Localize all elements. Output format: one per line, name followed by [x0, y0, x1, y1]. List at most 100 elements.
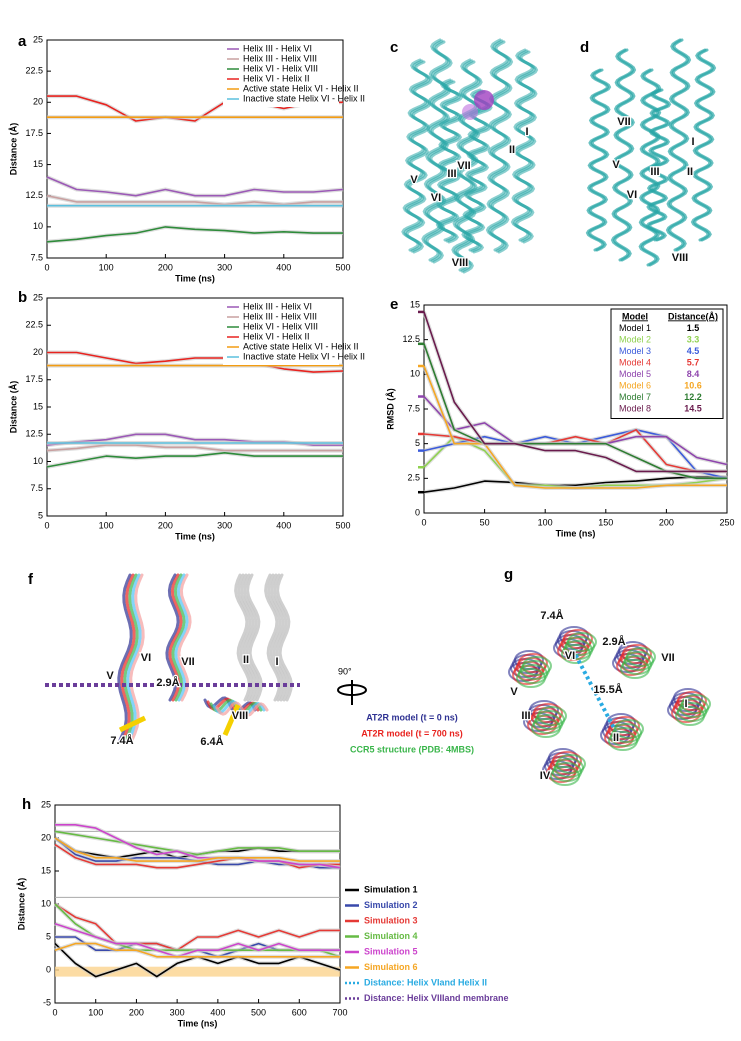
- structure-label: VII: [181, 656, 194, 668]
- x-axis-label: Time (ns): [175, 273, 215, 283]
- helix-ribbon: [489, 40, 514, 254]
- x-axis-label: Time (ns): [556, 528, 596, 538]
- helix-ribbon: [587, 68, 612, 252]
- helix-ribbon: [465, 90, 493, 254]
- legend-label: Helix III - Helix VIII: [243, 311, 317, 321]
- table-model: Model 4: [619, 357, 651, 367]
- panel-letter: d: [580, 39, 589, 56]
- series-line: [423, 343, 727, 480]
- legend-label: Simulation 1: [364, 884, 418, 894]
- y-tick-label: 20: [33, 97, 43, 107]
- helix-ring: [518, 653, 548, 673]
- series-line: [54, 903, 340, 951]
- structure-label: III: [650, 166, 659, 178]
- helix-ring: [626, 647, 656, 667]
- y-tick-label: 12.5: [25, 190, 43, 200]
- table-box: [610, 308, 724, 419]
- y-tick-label: 17.5: [25, 374, 43, 384]
- helix-ribbon: [439, 80, 464, 244]
- x-tick-label: 100: [99, 520, 114, 530]
- structure-label: 7.4Å: [110, 734, 133, 747]
- x-tick-label: 700: [332, 1007, 347, 1017]
- y-tick-label: 22.5: [25, 66, 43, 76]
- y-tick-label: 15: [41, 865, 51, 875]
- structure-label: VII: [661, 652, 674, 664]
- structure-label: VIII: [232, 710, 249, 722]
- panel-letter: e: [390, 296, 398, 313]
- panel-letter: f: [28, 571, 34, 588]
- series-line: [47, 351, 344, 373]
- table-model: Model 1: [619, 323, 651, 333]
- y-tick-label: 25: [33, 292, 43, 302]
- table-model: Model 5: [619, 369, 651, 379]
- structure-label: VIII: [452, 257, 469, 269]
- panel-letter: c: [390, 39, 398, 56]
- helix-ribbon: [692, 48, 717, 242]
- series-line: [46, 444, 343, 452]
- structure-label: I: [525, 126, 528, 138]
- legend-label: Helix III - Helix VIII: [243, 53, 317, 63]
- table-header: Model: [622, 311, 648, 321]
- helix-ring: [681, 694, 711, 714]
- structure-label: III: [447, 168, 456, 180]
- structure-label: II: [243, 654, 249, 666]
- table-header: Distance(Å): [668, 311, 718, 321]
- legend-label: Distance: Helix VIIIand membrane: [364, 993, 509, 1003]
- y-tick-label: 15: [33, 401, 43, 411]
- structure-label: VI: [141, 652, 151, 664]
- series-line: [423, 429, 727, 473]
- table-distance: 14.5: [684, 403, 702, 413]
- structure-label: III: [521, 710, 530, 722]
- x-tick-label: 200: [158, 520, 173, 530]
- series-line: [54, 843, 340, 869]
- legend-label: Helix VI - Helix II: [243, 73, 310, 83]
- y-tick-label: 25: [41, 799, 51, 809]
- y-tick-label: 15: [410, 299, 420, 309]
- helix-ribbon: [405, 60, 433, 254]
- helix-ribbon: [237, 573, 254, 702]
- structure-drawings: [45, 38, 717, 786]
- structure-legend: CCR5 structure (PDB: 4MBS): [350, 744, 474, 754]
- y-tick-label: 0: [415, 507, 420, 517]
- legend-label: Simulation 5: [364, 946, 418, 956]
- y-tick-label: 0: [46, 964, 51, 974]
- helix-ribbon: [177, 573, 192, 702]
- legend-label: Helix VI - Helix VIII: [243, 63, 318, 73]
- helix-ribbon: [612, 48, 637, 262]
- structure-label: VI: [431, 192, 441, 204]
- y-tick-label: 22.5: [25, 320, 43, 330]
- structure-legend: AT2R model (t = 0 ns): [366, 712, 458, 722]
- arrow: [222, 704, 241, 736]
- x-axis-label: Time (ns): [175, 531, 215, 541]
- helix-ribbon: [667, 38, 692, 252]
- y-tick-label: 17.5: [25, 128, 43, 138]
- table-distance: 12.2: [684, 392, 702, 402]
- x-tick-label: 100: [88, 1007, 103, 1017]
- helix-ribbon: [267, 573, 284, 702]
- legend-label: Simulation 6: [364, 962, 418, 972]
- helix-ring: [533, 703, 563, 723]
- panel-letter: a: [18, 33, 27, 50]
- structure-label: 2.9Å: [602, 635, 625, 648]
- x-tick-label: 200: [158, 262, 173, 272]
- y-tick-label: 7.5: [30, 252, 43, 262]
- legend-label: Helix III - Helix VI: [243, 301, 312, 311]
- x-tick-label: 400: [276, 262, 291, 272]
- legend-label: Inactive state Helix VI - Helix II: [243, 93, 365, 103]
- legend-label: Distance: Helix VIand Helix II: [364, 977, 487, 987]
- structure-label: I: [691, 136, 694, 148]
- legend-label: Inactive state Helix VI - Helix II: [243, 351, 365, 361]
- structure-label: IV: [540, 770, 551, 782]
- helix-ribbon: [123, 573, 139, 742]
- helix-ring: [537, 706, 567, 726]
- x-tick-label: 100: [538, 517, 553, 527]
- structure-label: 2.9Å: [156, 676, 179, 689]
- x-tick-label: 50: [480, 517, 490, 527]
- series-line: [423, 311, 727, 473]
- x-tick-label: 500: [335, 520, 350, 530]
- structure-label: I: [275, 656, 278, 668]
- table-distance: 3.3: [687, 334, 700, 344]
- y-tick-label: 15: [33, 159, 43, 169]
- helix-ribbon: [215, 701, 269, 717]
- y-tick-label: 2.5: [407, 473, 420, 483]
